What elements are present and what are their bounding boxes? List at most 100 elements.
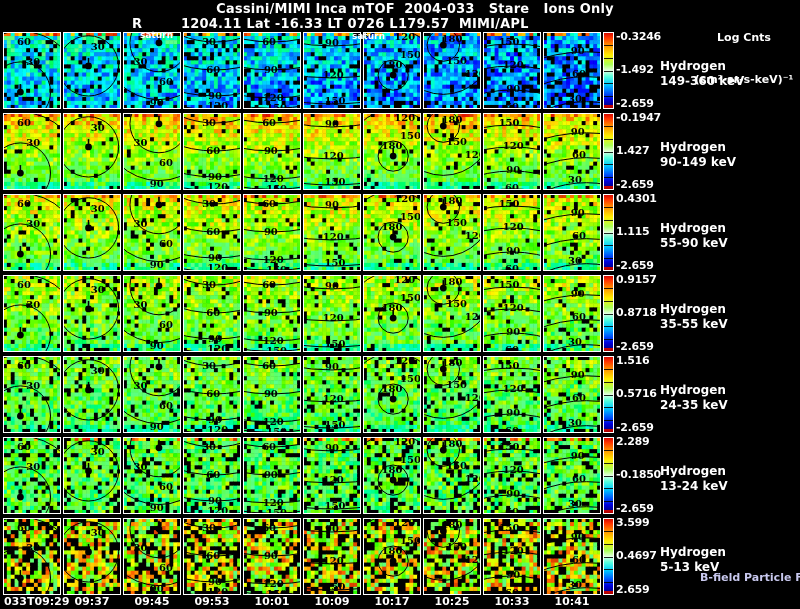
colorbar [603, 194, 614, 271]
colorbar [603, 113, 614, 190]
species-label: Hydrogen [660, 545, 726, 559]
stare-panel [63, 356, 121, 433]
stare-panel [63, 275, 121, 352]
colorbar-tick-label-mid: 1.427 [616, 144, 650, 157]
energy-label: 13-24 keV [660, 479, 728, 493]
stare-panel [303, 32, 361, 109]
species-label: Hydrogen [660, 383, 726, 397]
stare-panel [243, 356, 301, 433]
ephemeris-text: 1204.11 Lat -16.33 LT 0726 L [181, 17, 398, 32]
colorbar [603, 356, 614, 433]
species-energy-label: Hydrogen 90-149 keV [660, 140, 736, 170]
stare-panel [183, 275, 241, 352]
stare-panel [183, 32, 241, 109]
stare-panel [483, 356, 541, 433]
species-energy-label: Hydrogen 149-360 keV [660, 59, 744, 89]
species-energy-label: Hydrogen 24-35 keV [660, 383, 728, 413]
colorbar [603, 275, 614, 352]
stare-panel [543, 518, 601, 595]
stare-panel [123, 275, 181, 352]
stare-panel [363, 113, 421, 190]
time-label: 10:33 [494, 595, 530, 608]
time-label: 09:45 [134, 595, 170, 608]
colorbar-units-line2: (cm²-sr-s-keV)⁻¹ [694, 73, 794, 86]
stare-panel [183, 194, 241, 271]
stare-panel [243, 437, 301, 514]
stare-panel [363, 194, 421, 271]
stare-panel [3, 275, 61, 352]
stare-panel [543, 356, 601, 433]
species-label: Hydrogen [660, 464, 726, 478]
stare-panel [363, 356, 421, 433]
time-label: 09:37 [74, 595, 110, 608]
stare-panel [123, 518, 181, 595]
stare-panel [123, 194, 181, 271]
species-label: Hydrogen [660, 221, 726, 235]
species-label: Hydrogen [660, 59, 726, 73]
stare-panel [3, 194, 61, 271]
stare-panel [423, 518, 481, 595]
stare-panel [243, 194, 301, 271]
stare-panel [543, 437, 601, 514]
stare-panel [183, 113, 241, 190]
species-energy-label: Hydrogen 13-24 keV [660, 464, 728, 494]
l-saturn-subscript: saturn [352, 32, 385, 42]
stare-panel [483, 32, 541, 109]
colorbar-tick-label-top: 0.9157 [616, 273, 657, 286]
colorbar-tick-label-mid: -0.1850 [616, 468, 661, 481]
stare-panel [183, 518, 241, 595]
lshell-credit-text: 179.57 MIMI/APL [398, 17, 529, 32]
time-label: 09:53 [194, 595, 230, 608]
energy-label: 5-13 keV [660, 560, 720, 574]
energy-label: 90-149 keV [660, 155, 736, 169]
stare-panel [243, 275, 301, 352]
colorbar-units-line1: Log Cnts [717, 31, 771, 44]
colorbar-tick-label-top: -0.1947 [616, 111, 661, 124]
energy-label: 149-360 keV [660, 74, 745, 88]
colorbar-tick-label-top: 1.516 [616, 354, 650, 367]
time-label: 10:41 [554, 595, 590, 608]
stare-panel [183, 356, 241, 433]
energy-label: 55-90 keV [660, 236, 728, 250]
species-energy-label: Hydrogen 5-13 keV [660, 545, 726, 575]
stare-panel [423, 437, 481, 514]
stare-panel [3, 437, 61, 514]
colorbar-tick-label-mid: 0.4697 [616, 549, 657, 562]
stare-panel [243, 518, 301, 595]
stare-panel [363, 437, 421, 514]
time-label: 10:17 [374, 595, 410, 608]
stare-panel [483, 194, 541, 271]
colorbar-tick-label-bottom: -2.659 [616, 259, 654, 272]
species-energy-label: Hydrogen 55-90 keV [660, 221, 728, 251]
stare-panel [363, 518, 421, 595]
stare-panel [303, 356, 361, 433]
colorbar-tick-label-mid: 0.8718 [616, 306, 657, 319]
stare-panel [123, 32, 181, 109]
stare-panel [483, 275, 541, 352]
colorbar-tick-label-top: -0.3246 [616, 30, 661, 43]
time-label: 10:01 [254, 595, 290, 608]
species-label: Hydrogen [660, 302, 726, 316]
colorbar-tick-label-bottom: -2.659 [616, 502, 654, 515]
colorbar-tick-label-top: 0.4301 [616, 192, 657, 205]
stare-panel [303, 437, 361, 514]
stare-panel [3, 518, 61, 595]
colorbar-tick-label-bottom: -2.659 [616, 97, 654, 110]
stare-panel [423, 356, 481, 433]
stare-panel [303, 113, 361, 190]
stare-panel [183, 437, 241, 514]
colorbar-tick-label-bottom: 2.659 [616, 583, 650, 596]
stare-panel [243, 32, 301, 109]
colorbar [603, 437, 614, 514]
stare-panel [123, 356, 181, 433]
colorbar-tick-label-bottom: -2.659 [616, 178, 654, 191]
r-saturn-label: R [132, 17, 143, 32]
stare-panel [363, 275, 421, 352]
stare-panel [303, 275, 361, 352]
energy-label: 35-55 keV [660, 317, 728, 331]
stare-panel [63, 113, 121, 190]
colorbar-tick-label-top: 3.599 [616, 516, 650, 529]
stare-panel [63, 518, 121, 595]
